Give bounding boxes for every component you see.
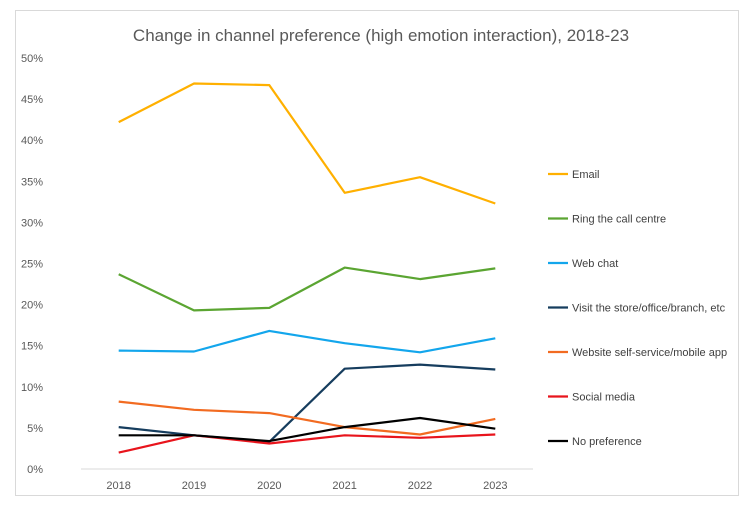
series-line-email — [118, 82, 496, 205]
x-tick-label: 2018 — [106, 480, 130, 492]
series-line-no-preference — [118, 416, 496, 443]
series-line-visit-the-store-office-branch-etc — [118, 363, 496, 443]
chart-frame: Change in channel preference (high emoti… — [15, 10, 739, 496]
y-tick-label: 45% — [21, 94, 43, 106]
series-line-social-media — [118, 433, 496, 454]
legend-item: Web chat — [548, 258, 618, 270]
y-tick-label: 30% — [21, 217, 43, 229]
y-tick-label: 0% — [27, 464, 43, 476]
legend-item: No preference — [548, 436, 642, 448]
x-tick-label: 2021 — [332, 480, 356, 492]
legend-label: Email — [572, 169, 600, 181]
legend-item: Social media — [548, 392, 636, 404]
legend-label: No preference — [572, 436, 642, 448]
legend-item: Visit the store/office/branch, etc — [548, 303, 726, 315]
y-tick-label: 15% — [21, 341, 43, 353]
y-tick-label: 5% — [27, 423, 43, 435]
series-line-web-chat — [118, 329, 496, 354]
x-axis: 2018 2019 2020 2021 2022 2023 — [81, 468, 533, 492]
chart-title: Change in channel preference (high emoti… — [133, 26, 629, 45]
legend-label: Ring the call centre — [572, 214, 666, 226]
x-tick-label: 2023 — [483, 480, 507, 492]
legend-item: Website self-service/mobile app — [548, 347, 727, 359]
x-tick-label: 2022 — [408, 480, 432, 492]
line-chart: Change in channel preference (high emoti… — [21, 26, 727, 492]
y-axis: 0% 5% 10% 15% 20% 25% 30% 35% 40% 45% 50% — [21, 53, 43, 476]
y-tick-label: 20% — [21, 300, 43, 312]
legend: Email Ring the call centre Web chat Visit t… — [548, 169, 727, 448]
y-tick-label: 50% — [21, 53, 43, 65]
y-tick-label: 10% — [21, 382, 43, 394]
legend-item: Email — [548, 169, 600, 181]
y-tick-label: 25% — [21, 259, 43, 271]
legend-label: Social media — [572, 392, 636, 404]
legend-label: Visit the store/office/branch, etc — [572, 303, 726, 315]
legend-label: Website self-service/mobile app — [572, 347, 727, 359]
series-line-website-self-service-mobile-app — [118, 400, 496, 436]
y-tick-label: 35% — [21, 176, 43, 188]
x-tick-label: 2019 — [182, 480, 206, 492]
y-tick-label: 40% — [21, 135, 43, 147]
legend-item: Ring the call centre — [548, 214, 666, 226]
series-line-ring-the-call-centre — [118, 266, 496, 312]
legend-label: Web chat — [572, 258, 618, 270]
x-tick-label: 2020 — [257, 480, 281, 492]
plot-lines — [118, 82, 496, 454]
